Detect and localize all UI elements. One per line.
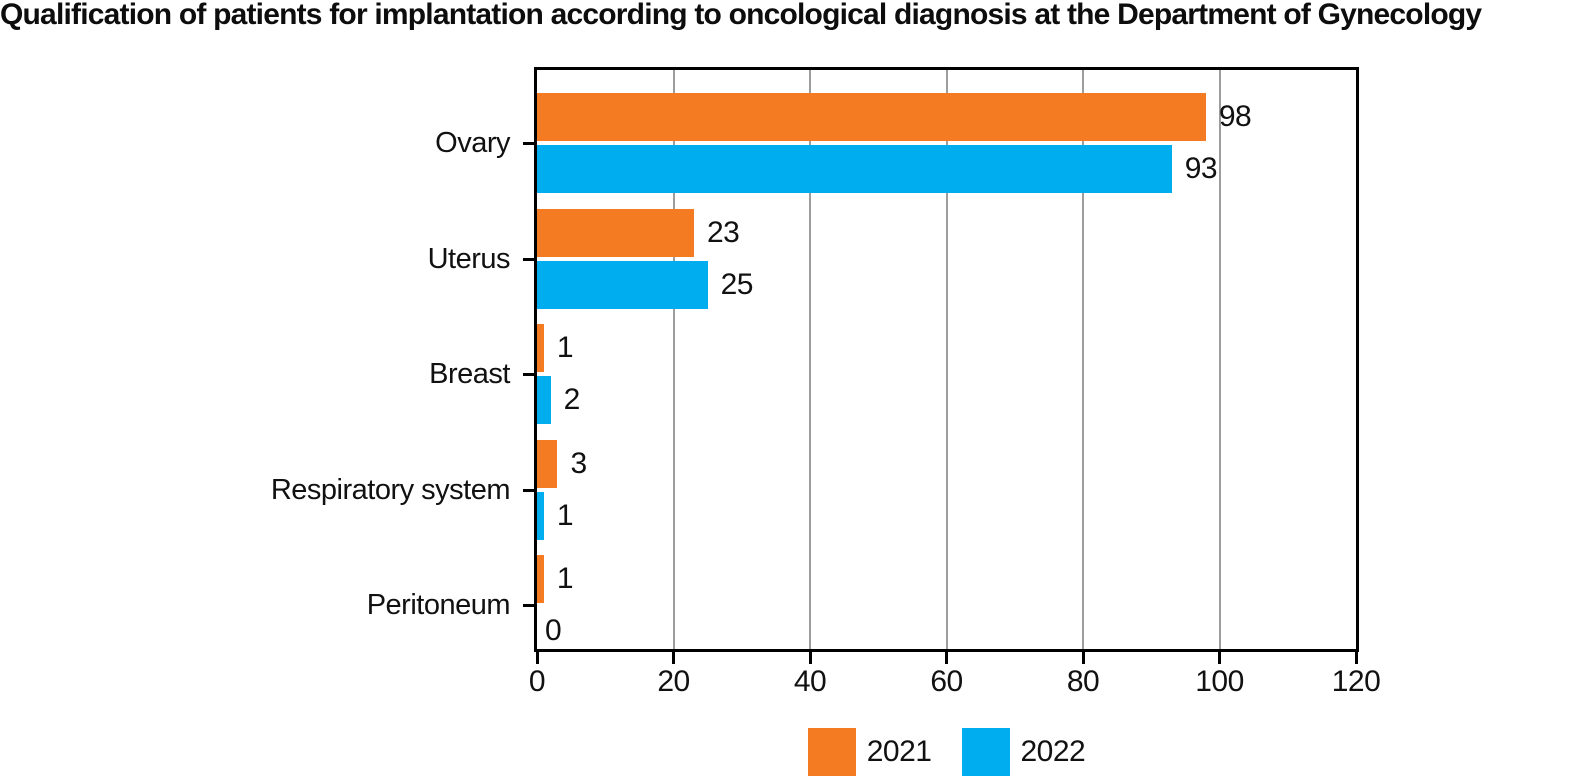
x-tick-label-0: 0 xyxy=(528,665,546,698)
x-tick-label-80: 80 xyxy=(1066,665,1100,698)
bar-2021-breast xyxy=(537,324,544,372)
category-label-peritoneum: Peritoneum xyxy=(366,589,511,621)
value-label-2022-uterus: 25 xyxy=(720,267,754,301)
y-tick-peritoneum xyxy=(523,604,537,607)
value-label-2021-breast: 1 xyxy=(556,331,574,364)
category-label-uterus: Uterus xyxy=(427,242,511,275)
x-tick-100 xyxy=(1218,652,1221,664)
x-tick-40 xyxy=(808,652,812,664)
y-tick-uterus xyxy=(523,257,537,261)
value-label-2021-uterus: 23 xyxy=(706,215,740,249)
value-label-2022-respiratory-system: 1 xyxy=(556,498,574,532)
gridline-100 xyxy=(1218,70,1221,649)
bar-2022-ovary xyxy=(537,145,1172,193)
gridline-20 xyxy=(672,70,675,649)
x-tick-label-20: 20 xyxy=(657,665,690,698)
bar-2022-uterus xyxy=(537,260,708,309)
bar-2022-respiratory-system xyxy=(537,491,544,540)
legend-item-2022: 2022 xyxy=(961,728,1086,776)
bar-2021-uterus xyxy=(537,208,694,257)
value-label-2022-peritoneum: 0 xyxy=(545,614,562,647)
chart-title: Qualification of patients for implantati… xyxy=(0,0,1482,31)
gridline-60 xyxy=(945,70,948,649)
value-label-2022-breast: 2 xyxy=(563,383,581,416)
category-label-respiratory-system: Respiratory system xyxy=(270,473,511,506)
x-tick-60 xyxy=(945,652,948,664)
legend-item-2021: 2021 xyxy=(807,728,932,776)
x-tick-80 xyxy=(1081,652,1085,664)
value-label-2021-respiratory-system: 3 xyxy=(570,446,587,480)
bar-2021-respiratory-system xyxy=(537,439,558,488)
value-label-2022-ovary: 93 xyxy=(1184,152,1218,185)
legend-swatch-2021 xyxy=(807,728,856,776)
x-tick-label-60: 60 xyxy=(930,665,963,698)
legend: 2021 2022 xyxy=(537,727,1356,777)
y-tick-breast xyxy=(523,373,537,376)
value-label-2021-ovary: 98 xyxy=(1218,100,1252,133)
y-tick-respiratory-system xyxy=(523,488,537,492)
gridline-40 xyxy=(809,70,811,649)
x-tick-120 xyxy=(1354,652,1358,664)
gridline-80 xyxy=(1082,70,1084,649)
value-label-2021-peritoneum: 1 xyxy=(556,562,574,595)
x-tick-20 xyxy=(672,652,675,664)
legend-label-2022: 2022 xyxy=(1020,735,1086,768)
x-tick-label-40: 40 xyxy=(793,665,827,698)
x-tick-0 xyxy=(535,652,539,664)
plot-area: 98 93 23 25 1 2 3 1 1 0 xyxy=(534,67,1359,652)
bar-2022-breast xyxy=(537,376,551,424)
legend-swatch-2022 xyxy=(961,728,1010,776)
x-tick-label-100: 100 xyxy=(1195,665,1244,698)
category-label-ovary: Ovary xyxy=(435,127,510,159)
category-label-breast: Breast xyxy=(429,358,510,390)
bar-2021-peritoneum xyxy=(537,555,544,603)
bar-2021-ovary xyxy=(537,93,1206,141)
legend-label-2021: 2021 xyxy=(866,735,932,768)
x-tick-label-120: 120 xyxy=(1331,665,1381,698)
y-tick-ovary xyxy=(523,142,537,145)
